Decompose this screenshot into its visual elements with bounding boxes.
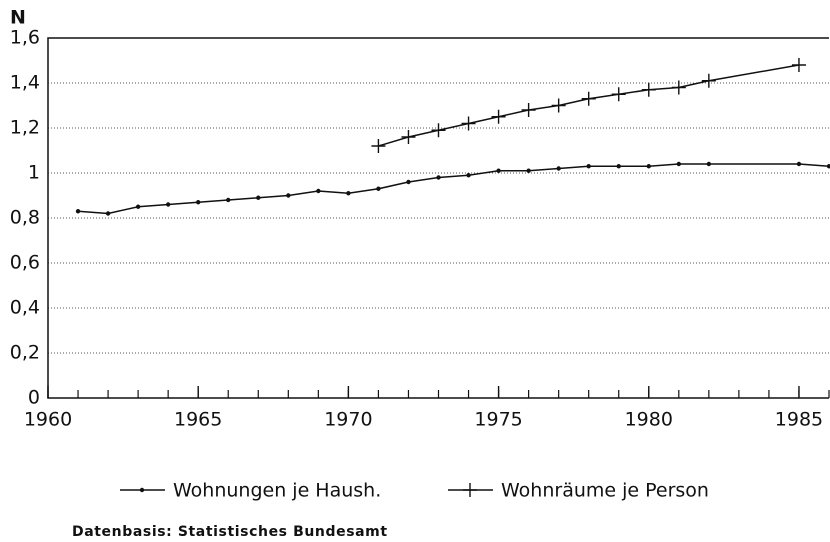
point: [316, 188, 321, 194]
point: [491, 109, 506, 124]
point: [676, 161, 682, 167]
y-tick-label: 1,6: [10, 27, 40, 49]
point: [646, 164, 651, 169]
point: [641, 82, 656, 97]
point: [75, 209, 81, 214]
y-tick-label: 1: [28, 162, 40, 184]
point: [406, 179, 411, 185]
x-tick-label: 1965: [174, 409, 222, 431]
y-tick-label: 1,4: [10, 72, 40, 94]
series-line: [77, 163, 830, 215]
x-tick-label: 1970: [324, 409, 372, 431]
point: [611, 87, 626, 102]
y-tick-label: 0,8: [10, 207, 40, 229]
y-axis-label: N: [10, 7, 26, 29]
point: [586, 164, 591, 169]
point: [346, 191, 351, 196]
plot-frame: [47, 37, 829, 399]
point: [581, 91, 596, 106]
point: [526, 168, 531, 173]
x-tick-label: 1980: [625, 409, 673, 431]
legend-label: Wohnungen je Haush.: [173, 480, 381, 502]
point: [165, 202, 171, 207]
point: [135, 204, 141, 209]
point: [195, 200, 201, 205]
point: [671, 80, 686, 95]
point: [556, 166, 561, 171]
point: [431, 123, 446, 138]
point: [791, 58, 806, 72]
x-tick-label: 1975: [474, 409, 522, 431]
point: [371, 139, 386, 153]
x-tick-label: 1985: [775, 409, 823, 431]
point: [496, 168, 501, 173]
x-tick-label: 1960: [24, 409, 72, 431]
point: [401, 130, 416, 144]
y-tick-label: 0,4: [10, 297, 40, 319]
point: [826, 164, 830, 169]
y-tick-label: 0: [28, 387, 40, 409]
point: [796, 161, 802, 167]
point: [226, 197, 231, 203]
point: [706, 161, 712, 167]
point: [376, 186, 381, 191]
point: [105, 211, 111, 216]
point: [461, 116, 476, 131]
y-tick-label: 0,2: [10, 342, 40, 364]
legend-marker: [463, 483, 477, 497]
legend-label: Wohnräume je Person: [501, 480, 709, 502]
y-tick-label: 0,6: [10, 252, 40, 274]
point: [286, 193, 291, 198]
source-note: Datenbasis: Statistisches Bundesamt: [72, 524, 388, 540]
point: [551, 98, 566, 113]
point: [256, 195, 261, 200]
point: [436, 175, 441, 180]
y-tick-label: 1,2: [10, 117, 40, 139]
point: [466, 173, 471, 178]
legend-marker: [139, 487, 145, 493]
point: [521, 103, 536, 117]
point: [701, 73, 716, 88]
point: [616, 164, 621, 169]
